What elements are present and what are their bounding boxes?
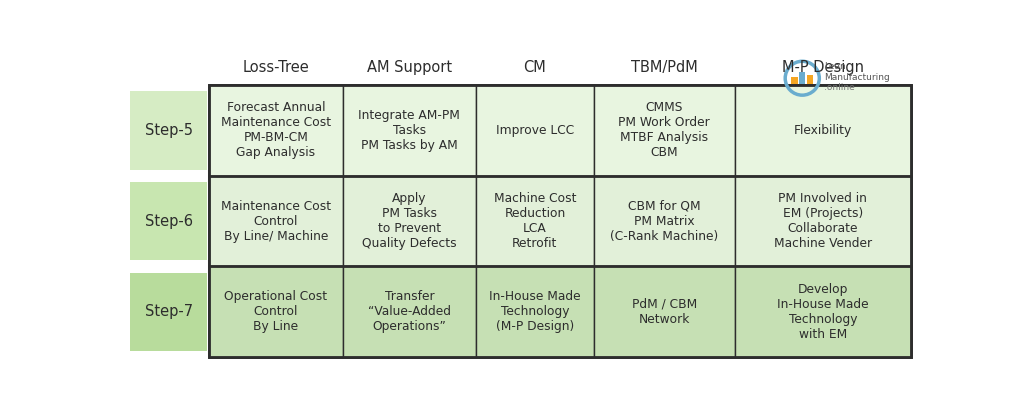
Text: Apply
PM Tasks
to Prevent
Quality Defects: Apply PM Tasks to Prevent Quality Defect…	[362, 192, 457, 250]
Text: .online: .online	[824, 83, 855, 92]
Text: Operational Cost
Control
By Line: Operational Cost Control By Line	[224, 290, 328, 333]
Bar	[343, 85, 476, 176]
Text: PM Involved in
EM (Projects)
Collaborate
Machine Vender: PM Involved in EM (Projects) Collaborate…	[774, 192, 871, 250]
Text: Lean
Manufacturing: Lean Manufacturing	[824, 62, 890, 82]
Text: CBM for QM
PM Matrix
(C-Rank Machine): CBM for QM PM Matrix (C-Rank Machine)	[610, 200, 719, 242]
Text: In-House Made
Technology
(M-P Design): In-House Made Technology (M-P Design)	[489, 290, 581, 333]
Text: PdM / CBM
Network: PdM / CBM Network	[632, 298, 697, 326]
Text: Transfer
“Value-Added
Operations”: Transfer “Value-Added Operations”	[368, 290, 451, 333]
Bar	[799, 72, 805, 84]
Bar	[209, 266, 343, 357]
Bar	[209, 85, 910, 357]
Bar	[343, 266, 476, 357]
Bar	[594, 85, 735, 176]
Bar	[807, 75, 813, 84]
Text: Loss-Tree: Loss-Tree	[243, 60, 309, 75]
Bar	[209, 176, 343, 266]
Bar	[130, 273, 207, 351]
Text: Step-5: Step-5	[144, 123, 193, 138]
Text: TBM/PdM: TBM/PdM	[631, 60, 697, 75]
Bar	[735, 85, 910, 176]
Bar	[130, 91, 207, 170]
Text: Improve LCC: Improve LCC	[496, 124, 574, 137]
Bar	[594, 266, 735, 357]
Bar	[792, 77, 798, 84]
Text: Flexibility: Flexibility	[794, 124, 852, 137]
Text: Step-7: Step-7	[144, 304, 193, 319]
Bar	[130, 182, 207, 260]
Bar	[594, 176, 735, 266]
Bar	[209, 85, 910, 357]
Text: AM Support: AM Support	[367, 60, 452, 75]
Bar	[343, 176, 476, 266]
Bar	[476, 266, 594, 357]
Bar	[476, 85, 594, 176]
Text: M-P Design: M-P Design	[781, 60, 864, 75]
Text: Step-6: Step-6	[144, 213, 193, 228]
Bar	[735, 176, 910, 266]
Text: Develop
In-House Made
Technology
with EM: Develop In-House Made Technology with EM	[777, 283, 868, 341]
Text: Integrate AM-PM
Tasks
PM Tasks by AM: Integrate AM-PM Tasks PM Tasks by AM	[358, 109, 460, 152]
Text: CMMS
PM Work Order
MTBF Analysis
CBM: CMMS PM Work Order MTBF Analysis CBM	[618, 102, 711, 160]
Bar	[735, 266, 910, 357]
Bar	[476, 176, 594, 266]
Text: Maintenance Cost
Control
By Line/ Machine: Maintenance Cost Control By Line/ Machin…	[221, 200, 331, 242]
Text: Machine Cost
Reduction
LCA
Retrofit: Machine Cost Reduction LCA Retrofit	[494, 192, 577, 250]
Bar	[209, 85, 343, 176]
Text: Forecast Annual
Maintenance Cost
PM-BM-CM
Gap Analysis: Forecast Annual Maintenance Cost PM-BM-C…	[221, 102, 331, 160]
Text: CM: CM	[523, 60, 546, 75]
